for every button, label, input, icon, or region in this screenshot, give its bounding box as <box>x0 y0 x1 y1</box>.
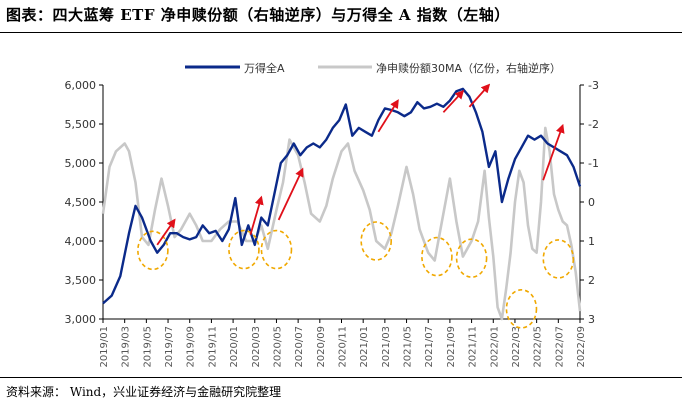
highlight-circle <box>228 229 260 270</box>
trend-arrow <box>377 99 399 133</box>
x-tick-label: 2020/07 <box>294 326 305 368</box>
x-tick-label: 2019/03 <box>121 326 132 368</box>
x-tick-label: 2021/01 <box>359 326 370 368</box>
line-chart: 万得全A 净申赎份额30MA（亿份，右轴逆序） 3,000 3,500 4,000 4,… <box>65 61 599 368</box>
x-tick-label: 2021/03 <box>381 326 392 368</box>
highlight-circle <box>137 230 169 271</box>
highlight-circle <box>421 236 453 277</box>
right-tick-label: 1 <box>588 235 595 248</box>
x-tick-label: 2022/09 <box>576 326 587 368</box>
right-tick-label: 0 <box>588 196 595 209</box>
x-tick-label: 2020/09 <box>316 326 327 368</box>
index-line <box>102 87 582 305</box>
trend-arrow <box>468 83 491 108</box>
x-tick-label: 2019/01 <box>99 326 110 368</box>
flow-line <box>101 126 582 321</box>
trend-arrow <box>542 123 565 181</box>
footer-rule <box>0 377 682 378</box>
x-tick-label: 2021/11 <box>468 326 479 368</box>
legend-label-index: 万得全A <box>244 61 285 75</box>
axes: 3,000 3,500 4,000 4,500 5,000 5,500 6,000 -3 -2 -… <box>65 79 599 368</box>
x-tick-label: 2022/03 <box>511 326 522 368</box>
legend: 万得全A 净申赎份额30MA（亿份，右轴逆序） <box>185 61 561 75</box>
legend-label-flow: 净申赎份额30MA（亿份，右轴逆序） <box>376 61 561 75</box>
x-tick-label: 2020/01 <box>229 326 240 368</box>
x-tick-label: 2020/05 <box>272 326 283 368</box>
highlight-circle <box>455 238 488 278</box>
x-tick-label: 2020/03 <box>251 326 262 368</box>
title-rule <box>0 32 682 33</box>
left-tick-label: 3,500 <box>65 274 97 287</box>
x-tick-label: 2019/07 <box>164 326 175 368</box>
x-tick-label: 2021/05 <box>403 326 414 368</box>
trend-arrow <box>249 195 264 236</box>
highlight-circle <box>505 289 538 329</box>
right-tick-label: -3 <box>588 79 599 92</box>
x-tick-label: 2022/07 <box>554 326 565 368</box>
chart-title: 图表：四大蓝筹 ETF 净申赎份额（右轴逆序）与万得全 A 指数（左轴） <box>6 6 510 24</box>
x-tick-label: 2019/11 <box>207 326 218 368</box>
trend-arrow <box>442 89 465 113</box>
right-tick-label: 2 <box>588 274 595 287</box>
secondary-series <box>101 126 582 321</box>
left-tick-label: 4,000 <box>65 235 97 248</box>
x-tick-label: 2022/05 <box>533 326 544 368</box>
primary-series <box>102 87 582 305</box>
x-tick-label: 2021/09 <box>446 326 457 368</box>
x-tick-label: 2020/11 <box>338 326 349 368</box>
left-tick-label: 5,000 <box>65 157 97 170</box>
x-tick-label: 2019/05 <box>142 326 153 368</box>
highlight-circle <box>542 239 575 279</box>
trend-arrow <box>156 218 176 246</box>
annotations <box>137 83 575 329</box>
trend-arrow <box>277 167 304 221</box>
left-tick-label: 5,500 <box>65 118 97 131</box>
x-tick-label: 2021/07 <box>424 326 435 368</box>
x-tick-label: 2019/09 <box>186 326 197 368</box>
left-tick-label: 4,500 <box>65 196 97 209</box>
right-tick-label: 3 <box>588 313 595 326</box>
left-tick-label: 6,000 <box>65 79 97 92</box>
highlight-circle <box>260 229 293 270</box>
right-tick-label: -2 <box>588 118 599 131</box>
left-tick-label: 3,000 <box>65 313 97 326</box>
highlight-circle <box>360 221 392 261</box>
source-note: 资料来源： Wind，兴业证券经济与金融研究院整理 <box>6 385 282 399</box>
x-tick-label: 2022/01 <box>489 326 500 368</box>
right-tick-label: -1 <box>588 157 599 170</box>
